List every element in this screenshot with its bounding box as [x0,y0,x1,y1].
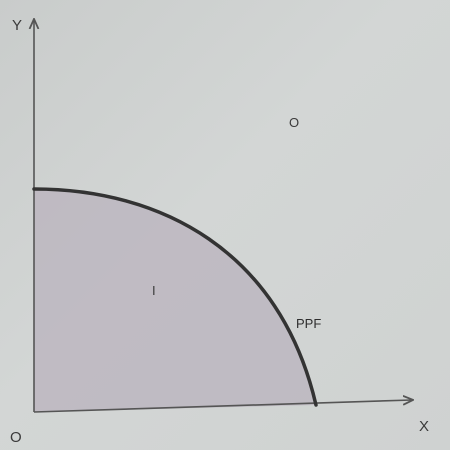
feasible-region [34,189,316,412]
outside-region-label: O [289,115,299,130]
origin-label: O [10,429,22,446]
x-axis-label: X [419,418,429,435]
x-axis [33,400,412,413]
y-axis-label: Y [12,17,22,34]
curve-label: PPF [296,316,321,331]
inside-region-label: I [152,283,156,298]
ppf-curve [32,187,318,407]
